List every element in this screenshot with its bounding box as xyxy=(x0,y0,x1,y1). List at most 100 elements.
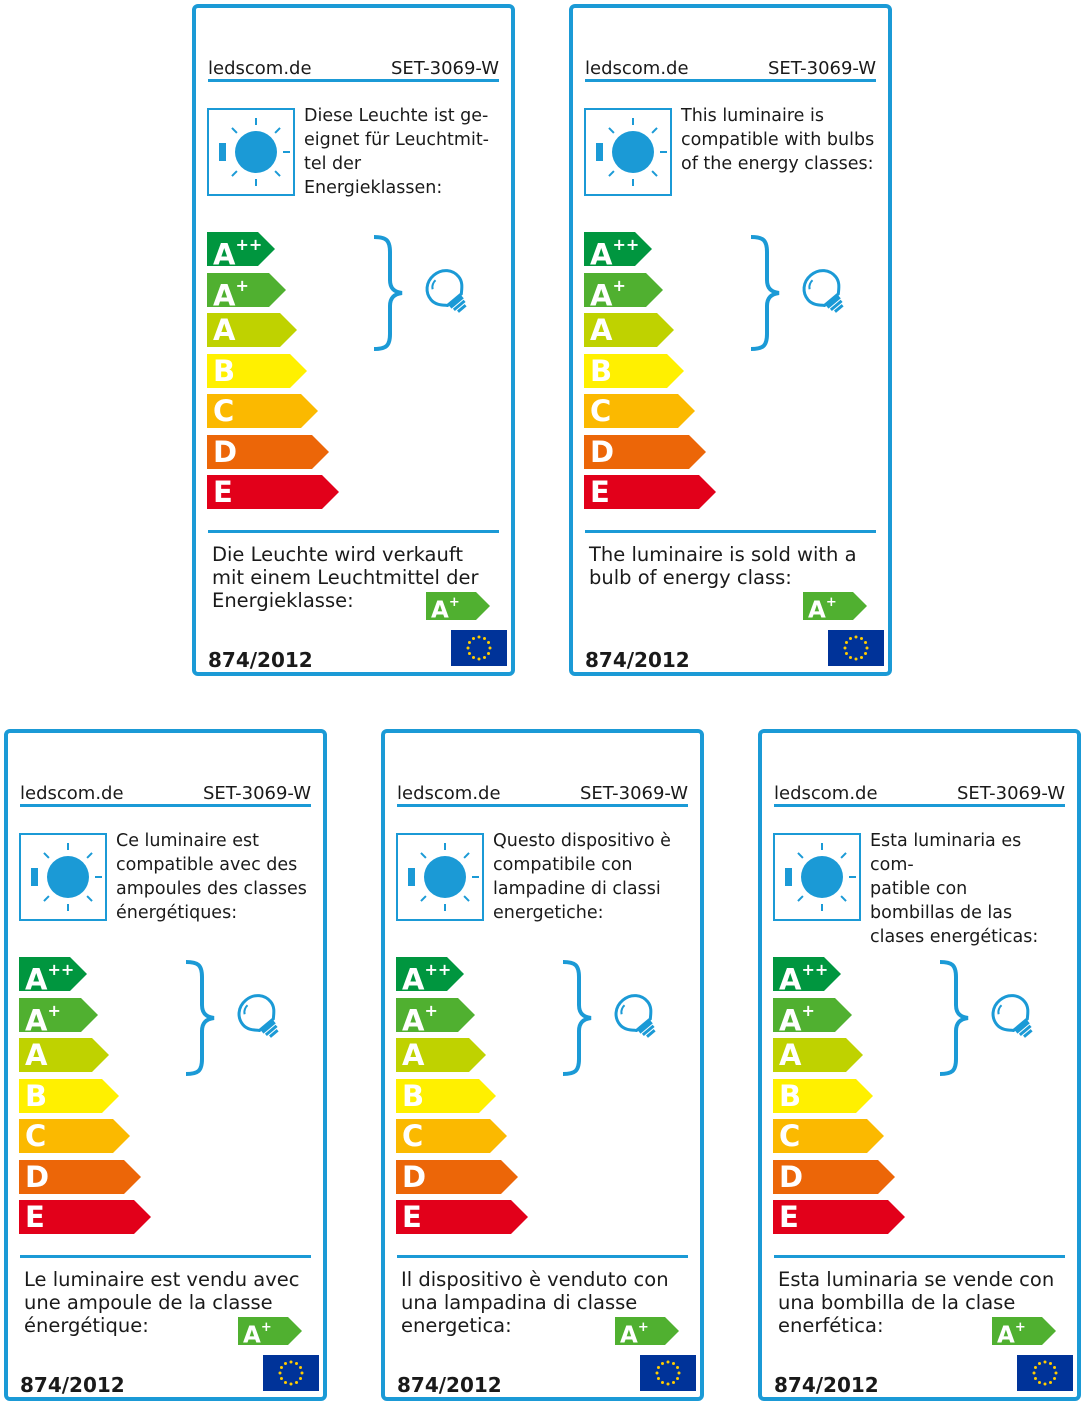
class-letter-sup: + xyxy=(424,1000,438,1020)
sold-with-line: Energieklasse: xyxy=(212,589,354,612)
class-letter-main: A xyxy=(402,962,425,997)
sold-class-badge: A+ xyxy=(992,1317,1056,1349)
sold-class-letter-main: A xyxy=(808,597,826,624)
class-arrow xyxy=(773,1159,895,1194)
lamp-sun-icon xyxy=(773,833,861,921)
class-arrow xyxy=(396,1119,507,1153)
model-number: SET-3069-W xyxy=(390,58,499,79)
eu-flag-icon xyxy=(1017,1355,1073,1391)
compatibility-text: Diese Leuchte ist ge-eignet für Leuchtmi… xyxy=(304,104,504,200)
class-letter-main: A xyxy=(213,313,236,347)
class-arrow xyxy=(584,272,663,307)
class-arrow xyxy=(19,1200,151,1234)
lamp-sun-icon xyxy=(207,108,295,196)
energy-class-c: C xyxy=(584,394,695,428)
compatibility-line: compatibile con xyxy=(493,855,633,875)
class-arrow xyxy=(396,997,475,1032)
class-letter-main: E xyxy=(590,475,610,509)
class-arrow xyxy=(207,232,275,266)
energy-class-d: D xyxy=(396,1159,518,1194)
compatibility-line: This luminaire is xyxy=(681,106,824,126)
class-letter: A+ xyxy=(779,999,815,1037)
energy-class-ap: A+ xyxy=(584,272,663,311)
label-header: ledscom.de SET-3069-W xyxy=(20,779,311,807)
energy-label-de: ledscom.de SET-3069-W Diese Leuchte ist ge… xyxy=(192,4,515,676)
range-brace xyxy=(562,960,592,1076)
model-number: SET-3069-W xyxy=(956,783,1065,804)
energy-class-d: D xyxy=(207,434,329,469)
class-letter: A++ xyxy=(402,958,451,996)
brand-name: ledscom.de xyxy=(208,58,312,79)
sold-with-text: Esta luminaria se vende con una bombilla … xyxy=(778,1268,1068,1337)
energy-class-d: D xyxy=(19,1159,141,1194)
bulb-icon xyxy=(991,994,1033,1038)
sold-class-letter-sup: + xyxy=(637,1320,649,1335)
energy-label-es: ledscom.de SET-3069-W Esta luminaria es co… xyxy=(758,729,1081,1401)
sold-class-letter-sup: + xyxy=(825,595,837,610)
class-letter-main: D xyxy=(25,1159,50,1194)
class-arrow xyxy=(19,1038,109,1072)
class-letter: E xyxy=(590,476,610,508)
bulb-icon xyxy=(237,994,279,1038)
class-letter-sup: + xyxy=(235,275,249,295)
class-arrow xyxy=(19,1119,130,1153)
energy-class-b: B xyxy=(19,1078,119,1113)
class-letter: A+ xyxy=(25,999,61,1037)
energy-class-app: A++ xyxy=(773,957,841,996)
compatibility-line: clases energéticas: xyxy=(870,927,1039,947)
class-arrow xyxy=(396,1038,486,1072)
header-divider xyxy=(20,804,311,807)
energy-class-c: C xyxy=(773,1119,884,1153)
class-arrow xyxy=(584,394,695,428)
energy-class-ap: A+ xyxy=(396,997,475,1036)
class-arrow xyxy=(584,313,674,347)
class-letter-main: A xyxy=(25,1038,48,1072)
class-arrow xyxy=(207,394,318,428)
class-letter-main: C xyxy=(213,394,235,428)
compatibility-line: énergétiques: xyxy=(116,903,238,923)
sold-class-letter-main: A xyxy=(997,1322,1015,1349)
compatibility-line: Diese Leuchte ist ge- xyxy=(304,106,489,126)
class-letter: A++ xyxy=(25,958,74,996)
sold-with-line: Il dispositivo è venduto con xyxy=(401,1268,669,1291)
lamp-sun-icon xyxy=(19,833,107,921)
compatibility-line: patible con xyxy=(870,879,968,899)
class-arrow xyxy=(19,957,87,991)
class-arrow xyxy=(19,997,98,1032)
sold-class-badge: A+ xyxy=(426,592,490,624)
bottom-divider xyxy=(20,1255,311,1258)
class-arrow xyxy=(207,434,329,469)
class-arrow xyxy=(207,475,339,509)
class-letter: C xyxy=(213,395,234,427)
class-letter-main: D xyxy=(402,1159,427,1194)
energy-class-c: C xyxy=(207,394,318,428)
bulb-icon xyxy=(425,269,467,313)
energy-class-app: A++ xyxy=(396,957,464,996)
class-arrow xyxy=(584,434,706,469)
badge-arrow xyxy=(992,1317,1056,1345)
class-letter-main: A xyxy=(402,1038,425,1072)
energy-class-b: B xyxy=(396,1078,496,1113)
class-letter: B xyxy=(402,1080,424,1112)
sold-with-line: bulb of energy class: xyxy=(589,566,792,589)
class-letter-main: D xyxy=(213,434,238,469)
header-divider xyxy=(585,79,876,82)
energy-class-app: A++ xyxy=(19,957,87,996)
class-letter: E xyxy=(402,1201,422,1233)
class-letter: A xyxy=(25,1039,47,1071)
energy-class-a: A xyxy=(207,313,297,347)
bottom-divider xyxy=(774,1255,1065,1258)
sold-with-line: Die Leuchte wird verkauft xyxy=(212,543,464,566)
bulb-icon xyxy=(802,269,844,313)
badge-arrow xyxy=(238,1317,302,1345)
badge-arrow xyxy=(615,1317,679,1345)
energy-label-en: ledscom.de SET-3069-W This luminaire is com… xyxy=(569,4,892,676)
class-letter-main: A xyxy=(25,1003,48,1038)
brand-name: ledscom.de xyxy=(397,783,501,804)
sold-with-line: una lampadina di classe xyxy=(401,1291,638,1314)
class-letter-main: A xyxy=(590,278,613,313)
class-letter: A++ xyxy=(590,233,639,271)
eu-flag-icon xyxy=(451,630,507,666)
brand-name: ledscom.de xyxy=(20,783,124,804)
class-letter-main: D xyxy=(590,434,615,469)
